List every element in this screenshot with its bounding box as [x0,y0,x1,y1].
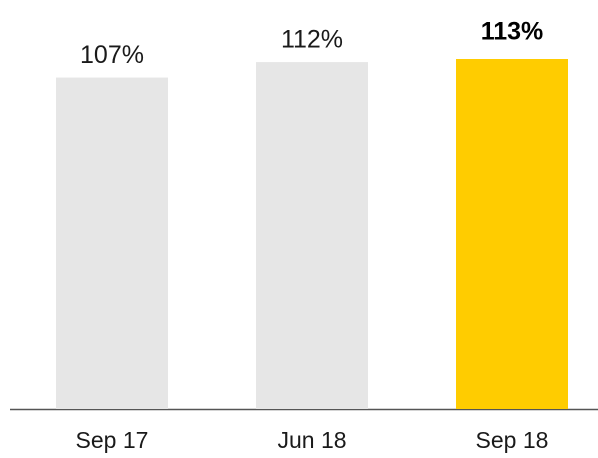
bar [256,62,368,409]
value-label: 112% [281,26,343,54]
bar [456,59,568,409]
value-label: 107% [80,41,144,69]
bar [56,77,168,409]
x-tick-label: Sep 18 [476,427,549,453]
value-label: 113% [481,18,544,46]
x-tick-label: Jun 18 [277,427,346,453]
x-tick-label: Sep 17 [76,427,149,453]
